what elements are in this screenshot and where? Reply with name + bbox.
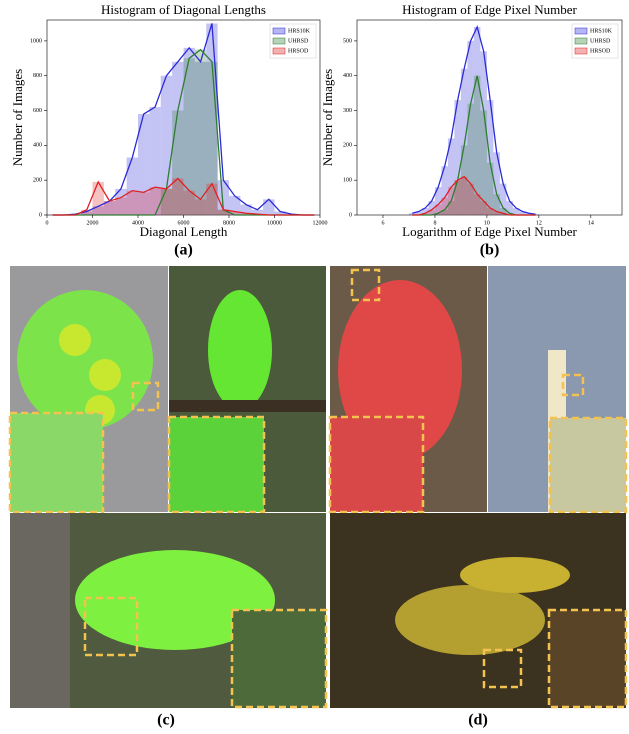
tree xyxy=(10,513,70,708)
y-axis-label: Number of Images xyxy=(10,69,25,166)
panel-label: (c) xyxy=(157,712,175,729)
y-tick-label: 500 xyxy=(343,38,352,44)
x-tick-label: 2000 xyxy=(87,220,99,226)
antlers xyxy=(460,557,570,593)
figure: (c) (d) 02000400060008000100001200002004… xyxy=(0,0,629,734)
fruit xyxy=(59,324,91,356)
y-tick-label: 200 xyxy=(343,143,352,149)
y-axis-label: Number of Images xyxy=(320,69,335,166)
legend-label: HRS10K xyxy=(288,28,311,34)
mask xyxy=(395,585,545,655)
panel-label: (d) xyxy=(468,712,488,729)
x-tick-label: 10000 xyxy=(267,220,282,226)
legend-swatch xyxy=(575,28,587,34)
y-tick-label: 800 xyxy=(33,73,42,79)
zoom xyxy=(232,610,326,707)
legend-swatch xyxy=(575,48,587,54)
mask xyxy=(208,290,272,410)
panel-label: (b) xyxy=(480,242,500,259)
y-tick-label: 0 xyxy=(39,212,42,218)
legend-label: UHRSD xyxy=(288,38,309,44)
photos xyxy=(10,266,626,708)
x-tick-label: 14 xyxy=(588,220,594,226)
fruit xyxy=(89,359,121,391)
legend-label: HRS10K xyxy=(590,28,613,34)
panel-label: (a) xyxy=(174,242,193,259)
bar xyxy=(172,178,183,215)
bar xyxy=(127,191,138,215)
legend-swatch xyxy=(273,28,285,34)
y-tick-label: 400 xyxy=(343,73,352,79)
x-axis-label: Logarithm of Edge Pixel Number xyxy=(402,224,577,239)
x-tick-label: 6 xyxy=(381,220,384,226)
legend-label: HRSOD xyxy=(288,48,309,54)
bar xyxy=(115,198,126,215)
y-tick-label: 400 xyxy=(33,143,42,149)
legend-swatch xyxy=(273,38,285,44)
bar xyxy=(149,187,160,215)
x-tick-label: 0 xyxy=(46,220,49,226)
zoom xyxy=(10,413,103,512)
bar xyxy=(161,189,172,215)
chart-title: Histogram of Edge Pixel Number xyxy=(402,2,577,17)
legend-swatch xyxy=(575,38,587,44)
legend-swatch xyxy=(273,48,285,54)
bar xyxy=(138,192,149,215)
x-tick-label: 12000 xyxy=(313,220,328,226)
y-tick-label: 600 xyxy=(33,108,42,114)
zoom xyxy=(549,610,626,707)
zoom xyxy=(550,418,626,512)
x-axis-label: Diagonal Length xyxy=(140,224,228,239)
bar xyxy=(263,199,274,215)
legend-label: HRSOD xyxy=(590,48,611,54)
bar xyxy=(93,182,104,215)
bar xyxy=(461,177,467,215)
chart-title: Histogram of Diagonal Lengths xyxy=(101,2,266,17)
y-tick-label: 1000 xyxy=(30,38,42,44)
y-tick-label: 300 xyxy=(343,108,352,114)
y-tick-label: 200 xyxy=(33,178,42,184)
bar xyxy=(195,199,206,215)
branch xyxy=(169,400,326,412)
legend-label: UHRSD xyxy=(590,38,611,44)
bar xyxy=(195,50,206,215)
y-tick-label: 0 xyxy=(349,212,352,218)
zoom xyxy=(169,417,264,512)
y-tick-label: 100 xyxy=(343,178,352,184)
zoom xyxy=(330,417,423,512)
